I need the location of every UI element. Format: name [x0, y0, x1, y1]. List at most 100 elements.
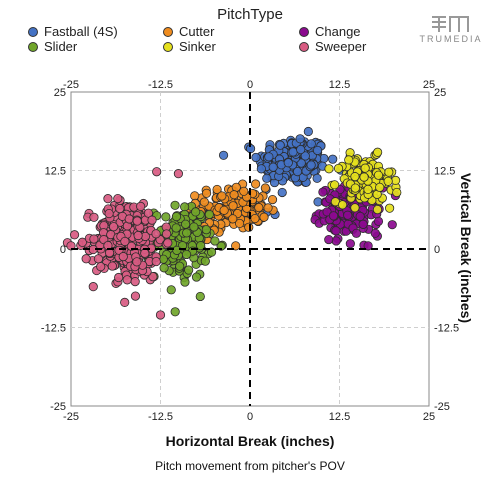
point-change — [370, 228, 380, 238]
brand-text: TRUMEDIA — [419, 34, 483, 44]
y-tick-label-left: -25 — [50, 401, 66, 413]
legend-title: PitchType — [217, 6, 283, 23]
point-sweeper — [147, 215, 157, 225]
x-tick-label-bottom: -25 — [63, 411, 79, 423]
y-tick-label-left: 0 — [60, 244, 66, 256]
point-sinker — [360, 163, 370, 173]
point-sweeper — [163, 238, 173, 248]
point-slider — [200, 256, 210, 266]
point-change — [324, 234, 334, 245]
point-sinker — [384, 167, 394, 177]
point-sweeper — [132, 257, 142, 267]
point-fastball-4s — [300, 151, 310, 161]
point-sweeper — [124, 214, 134, 224]
y-tick-label-left: 25 — [54, 87, 66, 99]
point-cutter — [239, 186, 249, 196]
point-slider — [189, 222, 199, 232]
point-sweeper — [122, 275, 132, 285]
point-slider — [170, 200, 180, 210]
point-slider — [171, 223, 181, 233]
point-slider — [210, 236, 220, 246]
point-slider — [181, 249, 192, 260]
point-fastball-4s — [296, 158, 306, 168]
point-slider — [172, 245, 182, 255]
point-cutter — [201, 188, 212, 198]
legend-label-sweeper: Sweeper — [315, 39, 367, 54]
point-fastball-4s — [264, 152, 274, 162]
legend-label-slider: Slider — [44, 39, 78, 54]
point-slider — [161, 212, 171, 222]
reference-lines-layer — [71, 92, 429, 406]
point-sweeper — [114, 272, 124, 283]
point-change — [387, 220, 397, 230]
point-sinker — [375, 182, 385, 192]
point-sinker — [333, 163, 344, 174]
x-tick-label-bottom: 25 — [423, 411, 435, 423]
legend-label-cutter: Cutter — [179, 24, 215, 39]
y-tick-label-right: 25 — [434, 87, 446, 99]
point-cutter — [259, 212, 269, 222]
trumedia-logo: TRUMEDIA — [416, 10, 486, 50]
point-sweeper — [103, 194, 113, 204]
point-fastball-4s — [268, 162, 278, 172]
point-fastball-4s — [288, 147, 298, 157]
point-sweeper — [108, 222, 119, 232]
point-sinker — [350, 172, 360, 182]
point-sweeper — [115, 203, 125, 214]
point-sweeper — [130, 291, 141, 301]
y-tick-label-left: 12.5 — [45, 166, 66, 178]
point-change — [351, 228, 362, 238]
point-sinker — [363, 184, 373, 195]
point-fastball-4s — [328, 154, 338, 164]
point-sweeper — [69, 230, 80, 240]
point-slider — [195, 291, 205, 302]
point-fastball-4s — [251, 152, 261, 163]
point-sinker — [344, 155, 354, 165]
point-sweeper — [161, 229, 172, 239]
point-cutter — [229, 190, 239, 200]
point-cutter — [263, 203, 273, 213]
point-sinker — [383, 176, 393, 186]
y-axis-title: Vertical Break (inches) — [458, 172, 474, 324]
chart-caption: Pitch movement from pitcher's POV — [155, 459, 345, 473]
point-slider — [180, 277, 190, 287]
point-change — [331, 226, 341, 236]
legend-label-fastball: Fastball (4S) — [44, 24, 118, 39]
legend-swatch-change — [299, 27, 309, 37]
legend-swatch-cutter — [163, 27, 173, 37]
point-sweeper — [96, 262, 106, 272]
point-cutter — [267, 194, 278, 205]
point-sweeper — [89, 212, 99, 222]
point-fastball-4s — [262, 173, 272, 183]
point-sweeper — [136, 201, 146, 212]
point-slider — [206, 247, 217, 257]
point-fastball-4s — [283, 158, 293, 168]
point-cutter — [254, 202, 264, 213]
point-fastball-4s — [292, 166, 303, 177]
x-tick-label-top: -25 — [63, 79, 79, 91]
point-slider — [182, 228, 192, 238]
y-tick-label-right: 12.5 — [434, 166, 455, 178]
y-tick-label-right: -25 — [434, 401, 450, 413]
point-fastball-4s — [277, 187, 287, 198]
point-slider — [166, 285, 176, 295]
point-sweeper — [77, 237, 87, 247]
point-sweeper — [118, 252, 128, 262]
point-cutter — [199, 197, 209, 207]
point-slider — [184, 265, 194, 275]
point-sweeper — [113, 193, 123, 204]
point-sinker — [337, 200, 348, 210]
point-sweeper — [173, 169, 183, 179]
y-tick-label-right: -12.5 — [434, 323, 459, 335]
x-tick-label-bottom: -12.5 — [148, 411, 173, 423]
point-sweeper — [89, 234, 99, 244]
point-sweeper — [104, 208, 114, 219]
point-cutter — [251, 179, 261, 189]
point-sweeper — [93, 254, 104, 264]
point-sinker — [350, 203, 360, 213]
point-fastball-4s — [303, 126, 313, 137]
point-sweeper — [120, 297, 130, 307]
legend-swatch-fastball — [28, 27, 38, 37]
legend-swatch-sinker — [163, 42, 173, 52]
